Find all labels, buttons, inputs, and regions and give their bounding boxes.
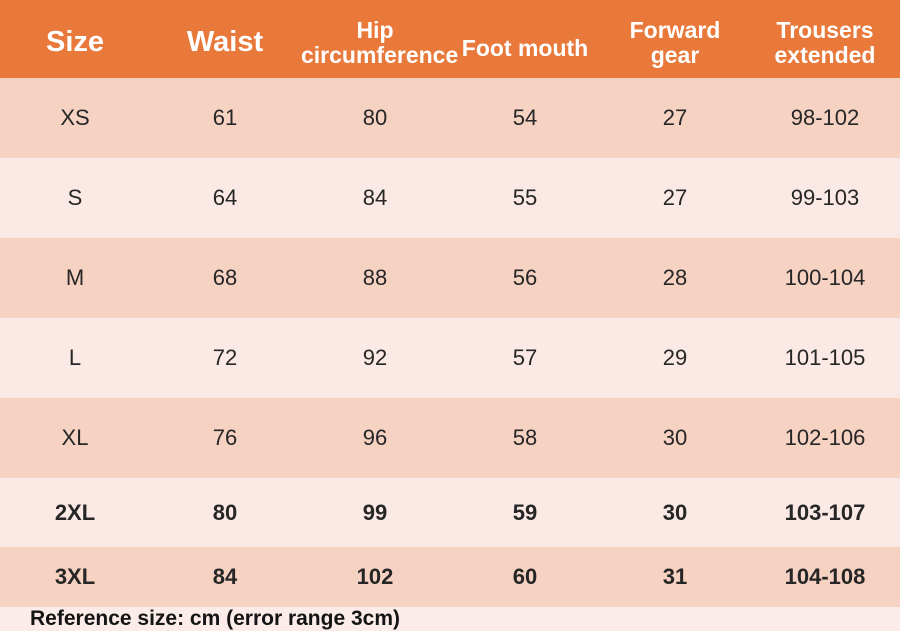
footer-note: Reference size: cm (error range 3cm) [0,607,900,631]
table-cell: 72 [212,345,238,370]
size-cell: L [68,345,82,370]
table-cell: 80 [362,105,388,130]
table-cell: 99-103 [790,185,860,210]
table-row: L 72 92 57 29 101-105 [0,318,900,398]
table-cell: 100-104 [784,265,866,290]
column-header-hip-circumference: Hip circumference [300,0,459,78]
size-cell: XS [60,105,90,130]
size-cell: 3XL [54,564,96,589]
table-cell: 60 [512,564,538,589]
table-cell: 102 [356,564,394,589]
column-header-forward-gear: Forward gear [600,0,750,78]
table-cell: 61 [212,105,238,130]
table-cell: 28 [662,265,688,290]
column-header-trousers-extended: Trousers extended [750,0,900,78]
footer-note-text: Reference size: cm (error range 3cm) [30,607,400,630]
table-body: XS 61 80 54 27 98-102 S 64 84 55 27 99-103 M 68 88 56 28… [0,78,900,607]
column-header-label: Forward gear [629,16,721,68]
table-cell: 58 [512,425,538,450]
table-cell: 31 [662,564,688,589]
column-header-label: Trousers extended [774,16,876,68]
column-header-size: Size [0,0,150,78]
table-row: S 64 84 55 27 99-103 [0,158,900,238]
table-cell: 30 [662,499,688,525]
table-cell: 84 [362,185,388,210]
table-cell: 56 [512,265,538,290]
size-cell: 2XL [54,499,96,525]
table-cell: 76 [212,425,238,450]
table-cell: 27 [662,185,688,210]
table-cell: 88 [362,265,388,290]
table-cell: 96 [362,425,388,450]
table-cell: 84 [212,564,238,589]
column-header-label: Hip circumference [301,16,459,68]
table-row: 3XL 84 102 60 31 104-108 [0,547,900,607]
table-cell: 99 [362,499,388,525]
table-cell: 64 [212,185,238,210]
table-cell: 27 [662,105,688,130]
table-cell: 103-107 [784,499,866,525]
size-cell: M [65,265,85,290]
table-cell: 30 [662,425,688,450]
column-header-label: Waist [186,26,264,59]
table-cell: 80 [212,499,238,525]
table-cell: 55 [512,185,538,210]
table-cell: 92 [362,345,388,370]
table-header-row: Size Waist Hip circumference Foot mouth … [0,0,900,78]
table-row: XS 61 80 54 27 98-102 [0,78,900,158]
table-cell: 98-102 [790,105,860,130]
column-header-waist: Waist [150,0,300,78]
table-cell: 57 [512,345,538,370]
column-header-label: Size [45,26,105,59]
table-row: XL 76 96 58 30 102-106 [0,398,900,478]
table-cell: 68 [212,265,238,290]
size-cell: S [67,185,83,210]
table-cell: 29 [662,345,688,370]
table-cell: 101-105 [784,345,866,370]
column-header-foot-mouth: Foot mouth [450,0,600,78]
size-cell: XL [61,425,89,450]
table-row: M 68 88 56 28 100-104 [0,238,900,318]
table-cell: 104-108 [784,564,866,589]
table-cell: 54 [512,105,538,130]
table-cell: 59 [512,499,538,525]
table-row: 2XL 80 99 59 30 103-107 [0,478,900,547]
column-header-label: Foot mouth [461,35,589,62]
table-cell: 102-106 [784,425,866,450]
